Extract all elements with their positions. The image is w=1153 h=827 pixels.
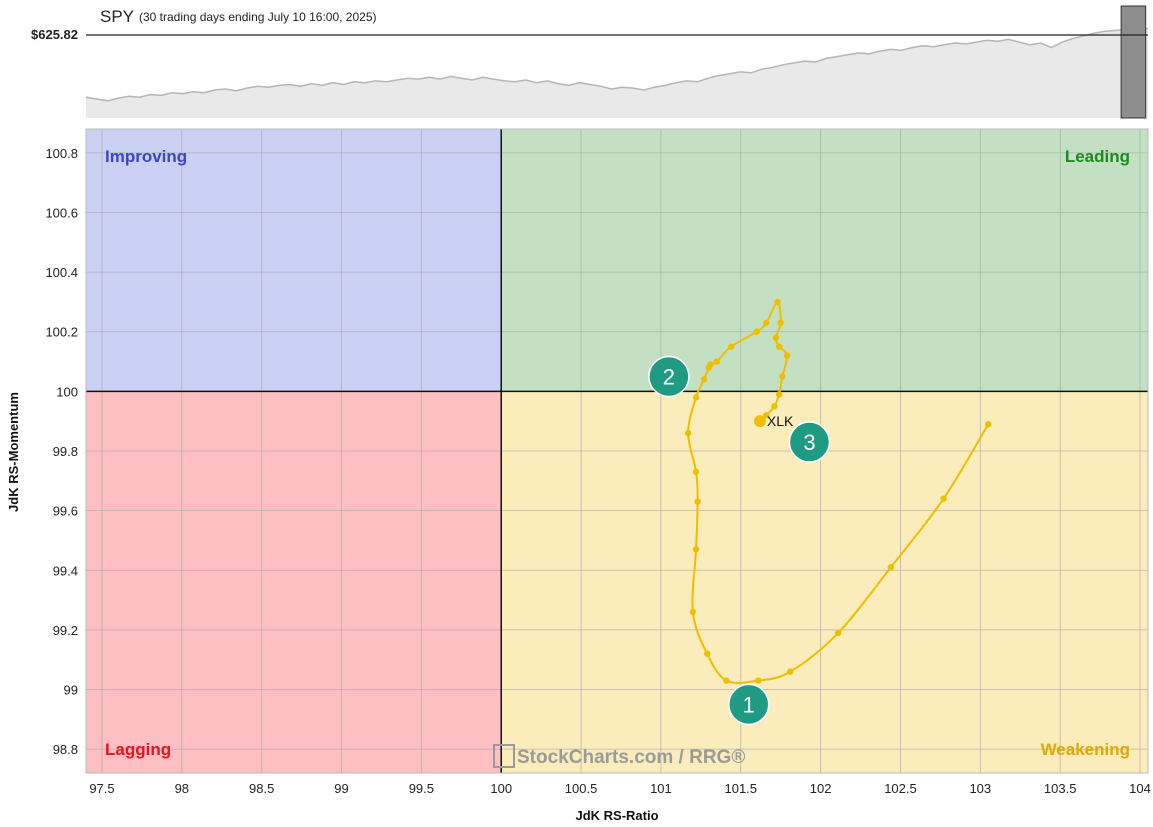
series-point xyxy=(771,403,778,410)
series-point xyxy=(692,468,700,476)
y-tick-label: 99 xyxy=(64,683,78,698)
plot-border xyxy=(85,128,1149,774)
quadrant-backgrounds xyxy=(86,129,1149,773)
series-point xyxy=(704,650,711,657)
series-label: XLK xyxy=(767,413,794,429)
series-point xyxy=(775,343,783,350)
series-point xyxy=(723,677,730,684)
quadrant-label-weakening: Weakening xyxy=(1041,740,1130,759)
overview-price-line xyxy=(85,26,1149,102)
series-point xyxy=(777,319,784,326)
overview-panel: SPY (30 trading days ending July 10 16:0… xyxy=(31,5,1149,119)
series-point xyxy=(692,394,700,401)
series-point xyxy=(775,391,783,398)
x-tick-label: 104 xyxy=(1129,781,1151,796)
series-point xyxy=(727,343,735,350)
annotation-badge xyxy=(788,421,831,463)
annotation-label: 3 xyxy=(803,430,815,455)
x-tick-label: 103.5 xyxy=(1044,781,1077,796)
y-tick-labels: 98.8 99 99.2 99.4 99.6 99.8 100 100.2 100.4 100.6… xyxy=(45,146,78,757)
series-point xyxy=(694,498,701,505)
grid-lines xyxy=(86,129,1148,773)
y-tick-label: 100.4 xyxy=(45,265,78,280)
x-tick-label: 98.5 xyxy=(249,781,274,796)
y-axis-title: JdK RS-Momentum xyxy=(6,392,21,512)
y-tick-label: 100.8 xyxy=(45,146,78,161)
overview-price-area xyxy=(86,27,1148,119)
y-tick-label: 98.8 xyxy=(53,742,78,757)
annotation-label: 2 xyxy=(663,364,675,389)
series-point xyxy=(689,608,697,616)
quadrant-label-lagging: Lagging xyxy=(105,740,171,759)
overview-subtitle: (30 trading days ending July 10 16:00, 2… xyxy=(139,10,377,24)
watermark-logo-icon xyxy=(493,744,515,768)
x-tick-label: 98 xyxy=(175,781,189,796)
y-tick-label: 99.2 xyxy=(53,623,78,638)
series-point xyxy=(692,546,700,553)
series-point xyxy=(763,412,770,419)
annotation-badge xyxy=(728,683,770,726)
series-point xyxy=(684,429,692,437)
overview-highlight-window xyxy=(1120,5,1147,119)
series-point xyxy=(713,358,721,365)
series-point xyxy=(700,376,708,383)
x-tick-label: 97.5 xyxy=(89,781,114,796)
x-axis-title: JdK RS-Ratio xyxy=(575,808,658,823)
x-tick-labels: 97.5 98 98.5 99 99.5 100 100.5 101 101.5 102 102.5… xyxy=(89,781,1151,796)
y-tick-label: 99.8 xyxy=(53,444,78,459)
rrg-tails: XLK xyxy=(684,298,992,684)
series-point xyxy=(755,677,762,684)
series-point xyxy=(783,352,791,359)
x-tick-label: 100.5 xyxy=(565,781,598,796)
annotation-badge xyxy=(648,355,690,398)
series-point xyxy=(772,334,780,341)
series-point xyxy=(774,298,781,306)
y-tick-label: 99.4 xyxy=(53,563,78,578)
quadrant-labels: Improving Leading Lagging Weakening xyxy=(105,147,1130,759)
y-tick-label: 100.6 xyxy=(45,205,78,220)
series-head-point xyxy=(753,415,766,428)
annotation-label: 1 xyxy=(743,692,755,717)
y-tick-label: 100 xyxy=(56,384,78,399)
quadrant-label-improving: Improving xyxy=(105,147,187,166)
y-tick-label: 100.2 xyxy=(45,325,78,340)
x-tick-label: 99 xyxy=(334,781,348,796)
x-tick-label: 102.5 xyxy=(884,781,917,796)
quadrant-label-leading: Leading xyxy=(1065,147,1130,166)
center-axes xyxy=(86,129,1148,773)
series-point xyxy=(779,373,786,380)
watermark-text: StockCharts.com / RRG® xyxy=(517,747,745,768)
series-point xyxy=(940,495,947,502)
x-tick-label: 102 xyxy=(810,781,832,796)
quadrant-leading xyxy=(501,129,1149,392)
x-tick-label: 101 xyxy=(650,781,672,796)
series-point xyxy=(887,564,895,571)
overview-symbol: SPY xyxy=(100,7,134,26)
x-tick-label: 99.5 xyxy=(409,781,434,796)
x-tick-label: 100 xyxy=(490,781,512,796)
series-point xyxy=(834,629,842,637)
x-tick-label: 101.5 xyxy=(724,781,757,796)
annotation-badges: 1 2 3 xyxy=(648,355,831,726)
y-tick-label: 99.6 xyxy=(53,504,78,519)
series-point xyxy=(787,668,794,675)
watermark: StockCharts.com / RRG® xyxy=(493,744,745,768)
series-point xyxy=(985,420,992,428)
series-point xyxy=(707,361,714,368)
series-point xyxy=(753,328,760,335)
series-point xyxy=(763,319,770,326)
quadrant-improving xyxy=(86,129,502,392)
overview-price-label: $625.82 xyxy=(31,27,78,42)
quadrant-lagging xyxy=(86,391,502,773)
x-tick-label: 103 xyxy=(969,781,991,796)
